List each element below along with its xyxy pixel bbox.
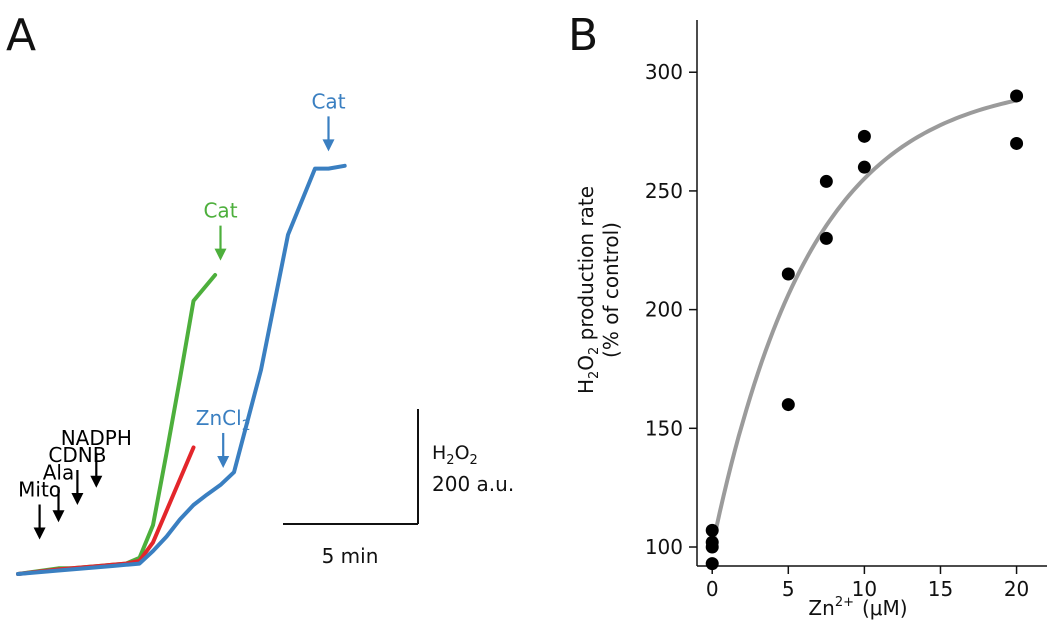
x-axis-label: Zn2+ (μM) [808,595,907,620]
x-ticks: 0 5 10 15 20 [706,566,1029,601]
data-point [705,523,719,537]
y-tick-label: 300 [645,60,683,84]
y-tick-label: 200 [645,298,683,322]
data-point [781,267,795,281]
x-tick-label: 15 [928,577,953,601]
data-point [1010,89,1024,103]
scatter-chart: 100 150 200 250 300 0 5 10 15 20 Zn2+ (μM) H2O2 p… [574,20,1047,620]
arrow-head [52,510,65,523]
scale-bar: 5 min H2O2 200 a.u. [283,409,514,568]
data-points [705,89,1024,571]
x-tick-label: 0 [706,577,719,601]
x-tick-label: 5 [782,577,795,601]
panel-a-label: A [6,10,36,61]
y-axis-label: H2O2 production rate [574,186,602,394]
annotation-label: Ala [43,460,75,484]
data-point [781,398,795,412]
annotation-label: Cat [203,199,237,223]
data-point [857,129,871,143]
data-point [819,174,833,188]
trace-line-green [16,273,218,576]
x-tick-label: 20 [1004,577,1029,601]
annotation-label: NADPH [61,426,132,450]
y-tick-label: 150 [645,416,683,440]
arrow-head [71,493,84,505]
scale-bar-y-label: 200 a.u. [432,472,514,496]
fit-curve [710,98,1018,548]
data-point [705,535,719,549]
trace-line-blue [16,163,347,576]
annotation-arrow-zncl-6: ZnCl2 [196,406,251,468]
y-tick-label: 100 [645,535,683,559]
x-tick-label: 10 [852,577,877,601]
arrow-head [217,455,230,468]
data-point [857,160,871,174]
arrow-head [214,248,227,261]
data-point [705,557,719,571]
annotation-label: Mito [18,478,61,502]
scale-bar-y-species: H2O2 [432,442,478,468]
scale-bar-x-label: 5 min [322,544,379,568]
y-axis-label-line2: (% of control) [599,222,623,358]
annotation-arrow-mito-0: Mito [18,478,61,540]
annotation-arrow-nadph-3: NADPH [61,426,132,488]
data-point [819,231,833,245]
panel-b-label: B [568,10,598,61]
annotation-label: Cat [311,89,345,113]
trace-series-group [16,163,347,576]
annotation-arrow-ala-1: Ala [43,460,75,523]
annotation-arrow-cat-5: Cat [311,89,346,152]
y-tick-label: 250 [645,179,683,203]
annotation-arrow-cat-4: Cat [203,199,238,261]
y-ticks: 100 150 200 250 300 [645,60,697,559]
data-point [1010,136,1024,150]
arrow-head [322,139,335,152]
arrow-head [90,475,103,488]
arrow-head [33,527,46,540]
annotation-label: ZnCl2 [196,406,251,434]
